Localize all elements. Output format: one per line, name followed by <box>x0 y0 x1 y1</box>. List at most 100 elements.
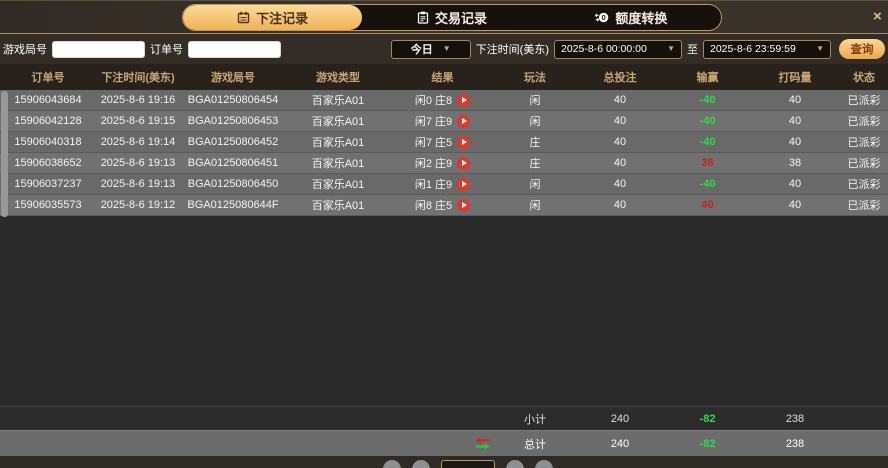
column-header: 结果 <box>431 72 454 84</box>
table-row[interactable]: 15906042128 2025-8-6 19:15 BGA0125080645… <box>0 111 888 132</box>
cell-result: 闲7 庄9 <box>390 113 495 129</box>
cell-total-bet: 40 <box>613 199 627 211</box>
cell-total-bet: 40 <box>613 115 627 127</box>
cell-rolling: 40 <box>788 115 802 127</box>
cell-rolling: 40 <box>788 178 802 190</box>
order-no-input[interactable] <box>188 40 281 58</box>
play-result-button[interactable] <box>457 156 471 170</box>
column-header: 状态 <box>853 72 875 84</box>
play-result-button[interactable] <box>457 135 471 149</box>
cell-status: 已派彩 <box>847 179 881 191</box>
order-no-label: 订单号 <box>150 44 183 56</box>
table-row[interactable]: 15906038652 2025-8-6 19:13 BGA0125080645… <box>0 153 888 174</box>
total-swap-cell <box>390 437 495 450</box>
cell-game-type: 百家乐A01 <box>311 116 365 128</box>
cell-game-round: BGA01250806451 <box>187 157 279 169</box>
play-icon <box>462 97 468 103</box>
swap-icon[interactable] <box>474 437 491 450</box>
table-row[interactable]: 15906040318 2025-8-6 19:14 BGA0125080645… <box>0 132 888 153</box>
prev-page-button[interactable] <box>412 460 430 468</box>
bottom-bar <box>0 456 888 468</box>
ledger-icon <box>237 11 250 23</box>
play-result-button[interactable] <box>457 198 471 212</box>
table-row[interactable]: 15906043684 2025-8-6 19:16 BGA0125080645… <box>0 90 888 111</box>
cell-win-loss: 38 <box>701 157 714 169</box>
tab-bet-records[interactable]: 下注记录 <box>183 4 363 30</box>
result-text: 闲0 庄8 <box>414 95 453 107</box>
date-preset-select[interactable]: 今日 ▼ <box>390 39 471 59</box>
cell-bet-time: 2025-8-6 19:12 <box>100 199 176 211</box>
cell-win-loss: -40 <box>699 94 716 106</box>
subtotal-row: 小计 240 -82 238 <box>0 406 888 430</box>
cell-order-id: 15906043684 <box>14 94 82 106</box>
end-time-select[interactable]: 2025-8-6 23:59:59 ▼ <box>703 39 831 59</box>
result-text: 闲2 庄9 <box>414 158 453 170</box>
tab-label: 交易记录 <box>434 10 487 26</box>
play-icon <box>462 160 468 166</box>
cell-status: 已派彩 <box>847 200 881 212</box>
scrollbar-thumb[interactable] <box>1 91 8 217</box>
start-time-select[interactable]: 2025-8-6 00:00:00 ▼ <box>554 39 682 59</box>
coin-transfer-icon: 0 <box>595 12 609 22</box>
table-body: 15906043684 2025-8-6 19:16 BGA0125080645… <box>0 90 888 216</box>
cell-play: 闲 <box>529 200 541 212</box>
cell-game-type: 百家乐A01 <box>311 158 365 170</box>
last-page-button[interactable] <box>535 460 553 468</box>
cell-order-id: 15906037237 <box>14 178 82 190</box>
game-round-input[interactable] <box>52 40 145 58</box>
cell-total-bet: 40 <box>613 157 627 169</box>
total-label: 总计 <box>524 438 546 451</box>
column-header: 下注时间(美东) <box>101 72 175 84</box>
play-icon <box>462 139 468 145</box>
tab-transaction-records[interactable]: 交易记录 <box>362 5 541 30</box>
pagination <box>383 460 553 468</box>
tabs-group: 下注记录 交易记录 0 额度转换 <box>182 3 722 31</box>
cell-result: 闲8 庄5 <box>390 197 495 213</box>
cell-game-round: BGA01250806450 <box>187 178 279 190</box>
cell-order-id: 15906038652 <box>14 157 82 169</box>
next-page-button[interactable] <box>506 460 524 468</box>
cell-total-bet: 40 <box>613 94 627 106</box>
cell-game-type: 百家乐A01 <box>311 179 365 191</box>
play-result-button[interactable] <box>457 177 471 191</box>
table-row[interactable]: 15906035573 2025-8-6 19:12 BGA0125080644… <box>0 195 888 216</box>
cell-play: 闲 <box>529 179 541 191</box>
cell-game-type: 百家乐A01 <box>311 95 365 107</box>
chevron-down-icon: ▼ <box>667 44 675 53</box>
close-icon[interactable]: × <box>873 8 882 25</box>
cell-result: 闲0 庄8 <box>390 92 495 108</box>
result-text: 闲7 庄5 <box>414 137 453 149</box>
cell-game-type: 百家乐A01 <box>311 137 365 149</box>
cell-rolling: 40 <box>788 136 802 148</box>
column-header: 打码量 <box>778 72 812 84</box>
tab-label: 下注记录 <box>256 10 309 26</box>
cell-play: 闲 <box>529 95 541 107</box>
cell-rolling: 40 <box>788 199 802 211</box>
table-row[interactable]: 15906037237 2025-8-6 19:13 BGA0125080645… <box>0 174 888 195</box>
column-header: 游戏类型 <box>316 72 360 84</box>
play-icon <box>462 118 468 124</box>
cell-bet-time: 2025-8-6 19:13 <box>100 178 176 190</box>
cell-status: 已派彩 <box>847 137 881 149</box>
table-empty-area <box>0 216 888 406</box>
subtotal-winloss: -82 <box>699 412 716 425</box>
cell-play: 庄 <box>529 137 541 149</box>
cell-game-round: BGA0125080644F <box>187 199 279 211</box>
start-time-value: 2025-8-6 00:00:00 <box>561 43 647 55</box>
page-number-input[interactable] <box>441 460 495 468</box>
top-tab-bar: 下注记录 交易记录 0 额度转换 <box>0 1 888 34</box>
cell-win-loss: -40 <box>699 136 716 148</box>
tab-quota-transfer[interactable]: 0 额度转换 <box>542 5 721 30</box>
subtotal-bet: 240 <box>610 412 630 425</box>
play-result-button[interactable] <box>457 114 471 128</box>
first-page-button[interactable] <box>383 460 401 468</box>
cell-bet-time: 2025-8-6 19:16 <box>100 94 176 106</box>
result-text: 闲8 庄5 <box>414 200 453 212</box>
play-result-button[interactable] <box>457 93 471 107</box>
chevron-down-icon: ▼ <box>442 44 451 53</box>
total-bet: 240 <box>610 437 630 450</box>
column-header: 输赢 <box>696 72 719 84</box>
cell-order-id: 15906042128 <box>14 115 82 127</box>
cell-bet-time: 2025-8-6 19:14 <box>100 136 176 148</box>
query-button[interactable]: 查询 <box>839 39 885 59</box>
